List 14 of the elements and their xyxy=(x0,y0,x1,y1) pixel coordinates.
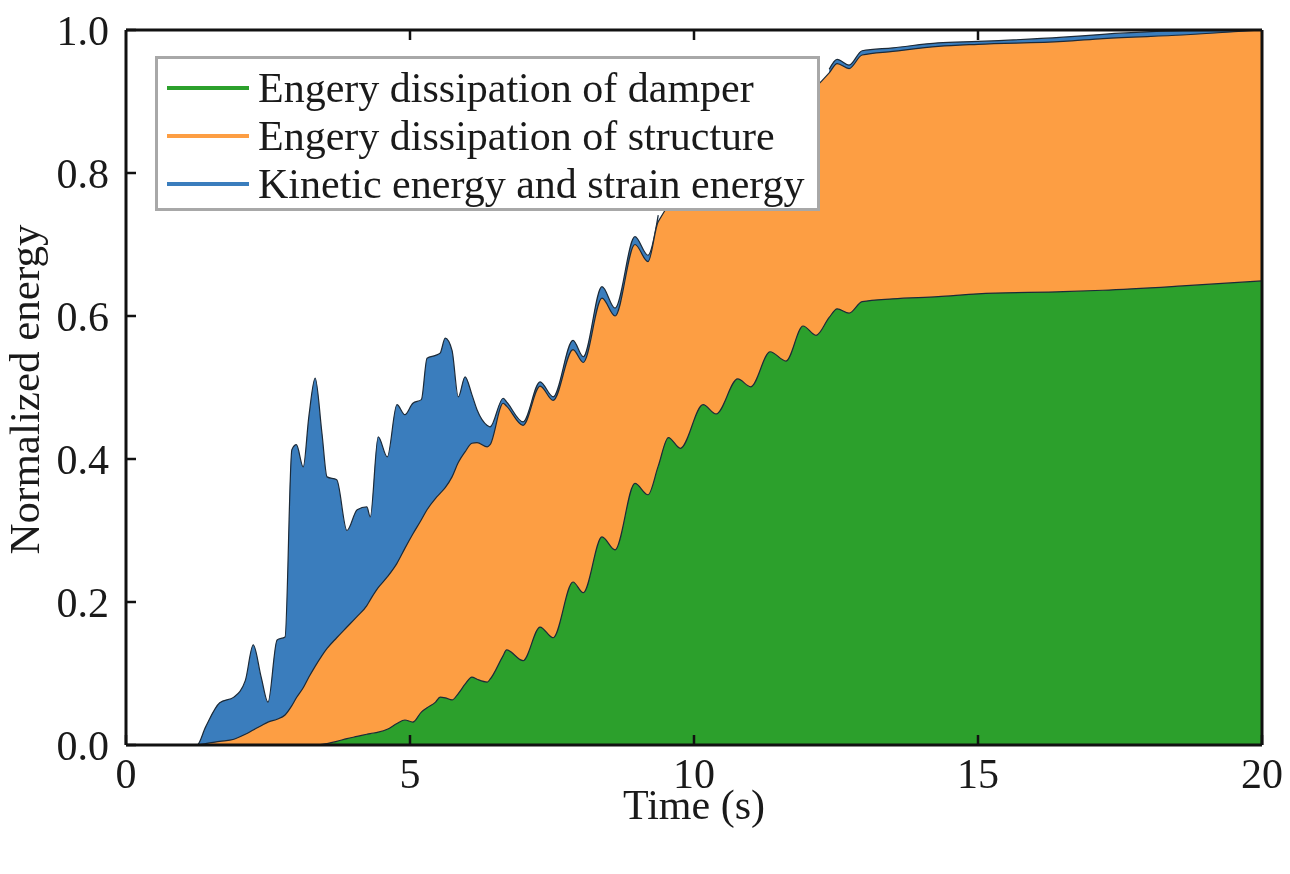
y-tick-label: 0.0 xyxy=(56,722,109,769)
legend-label: Engery dissipation of damper xyxy=(258,64,754,112)
y-tick-label: 1.0 xyxy=(56,7,109,54)
y-tick-label: 0.4 xyxy=(56,436,109,483)
x-tick-label: 0 xyxy=(115,750,137,797)
y-tick-label: 0.2 xyxy=(56,579,109,626)
legend-label: Kinetic energy and strain energy xyxy=(258,160,805,208)
x-tick-label: 5 xyxy=(399,750,421,797)
legend-label: Engery dissipation of structure xyxy=(258,112,775,160)
y-axis-title: Normalized energy xyxy=(0,224,48,555)
x-tick-label: 15 xyxy=(957,750,999,797)
y-tick-label: 0.6 xyxy=(56,293,109,340)
x-tick-label: 20 xyxy=(1241,750,1283,797)
y-tick-label: 0.8 xyxy=(56,150,109,197)
